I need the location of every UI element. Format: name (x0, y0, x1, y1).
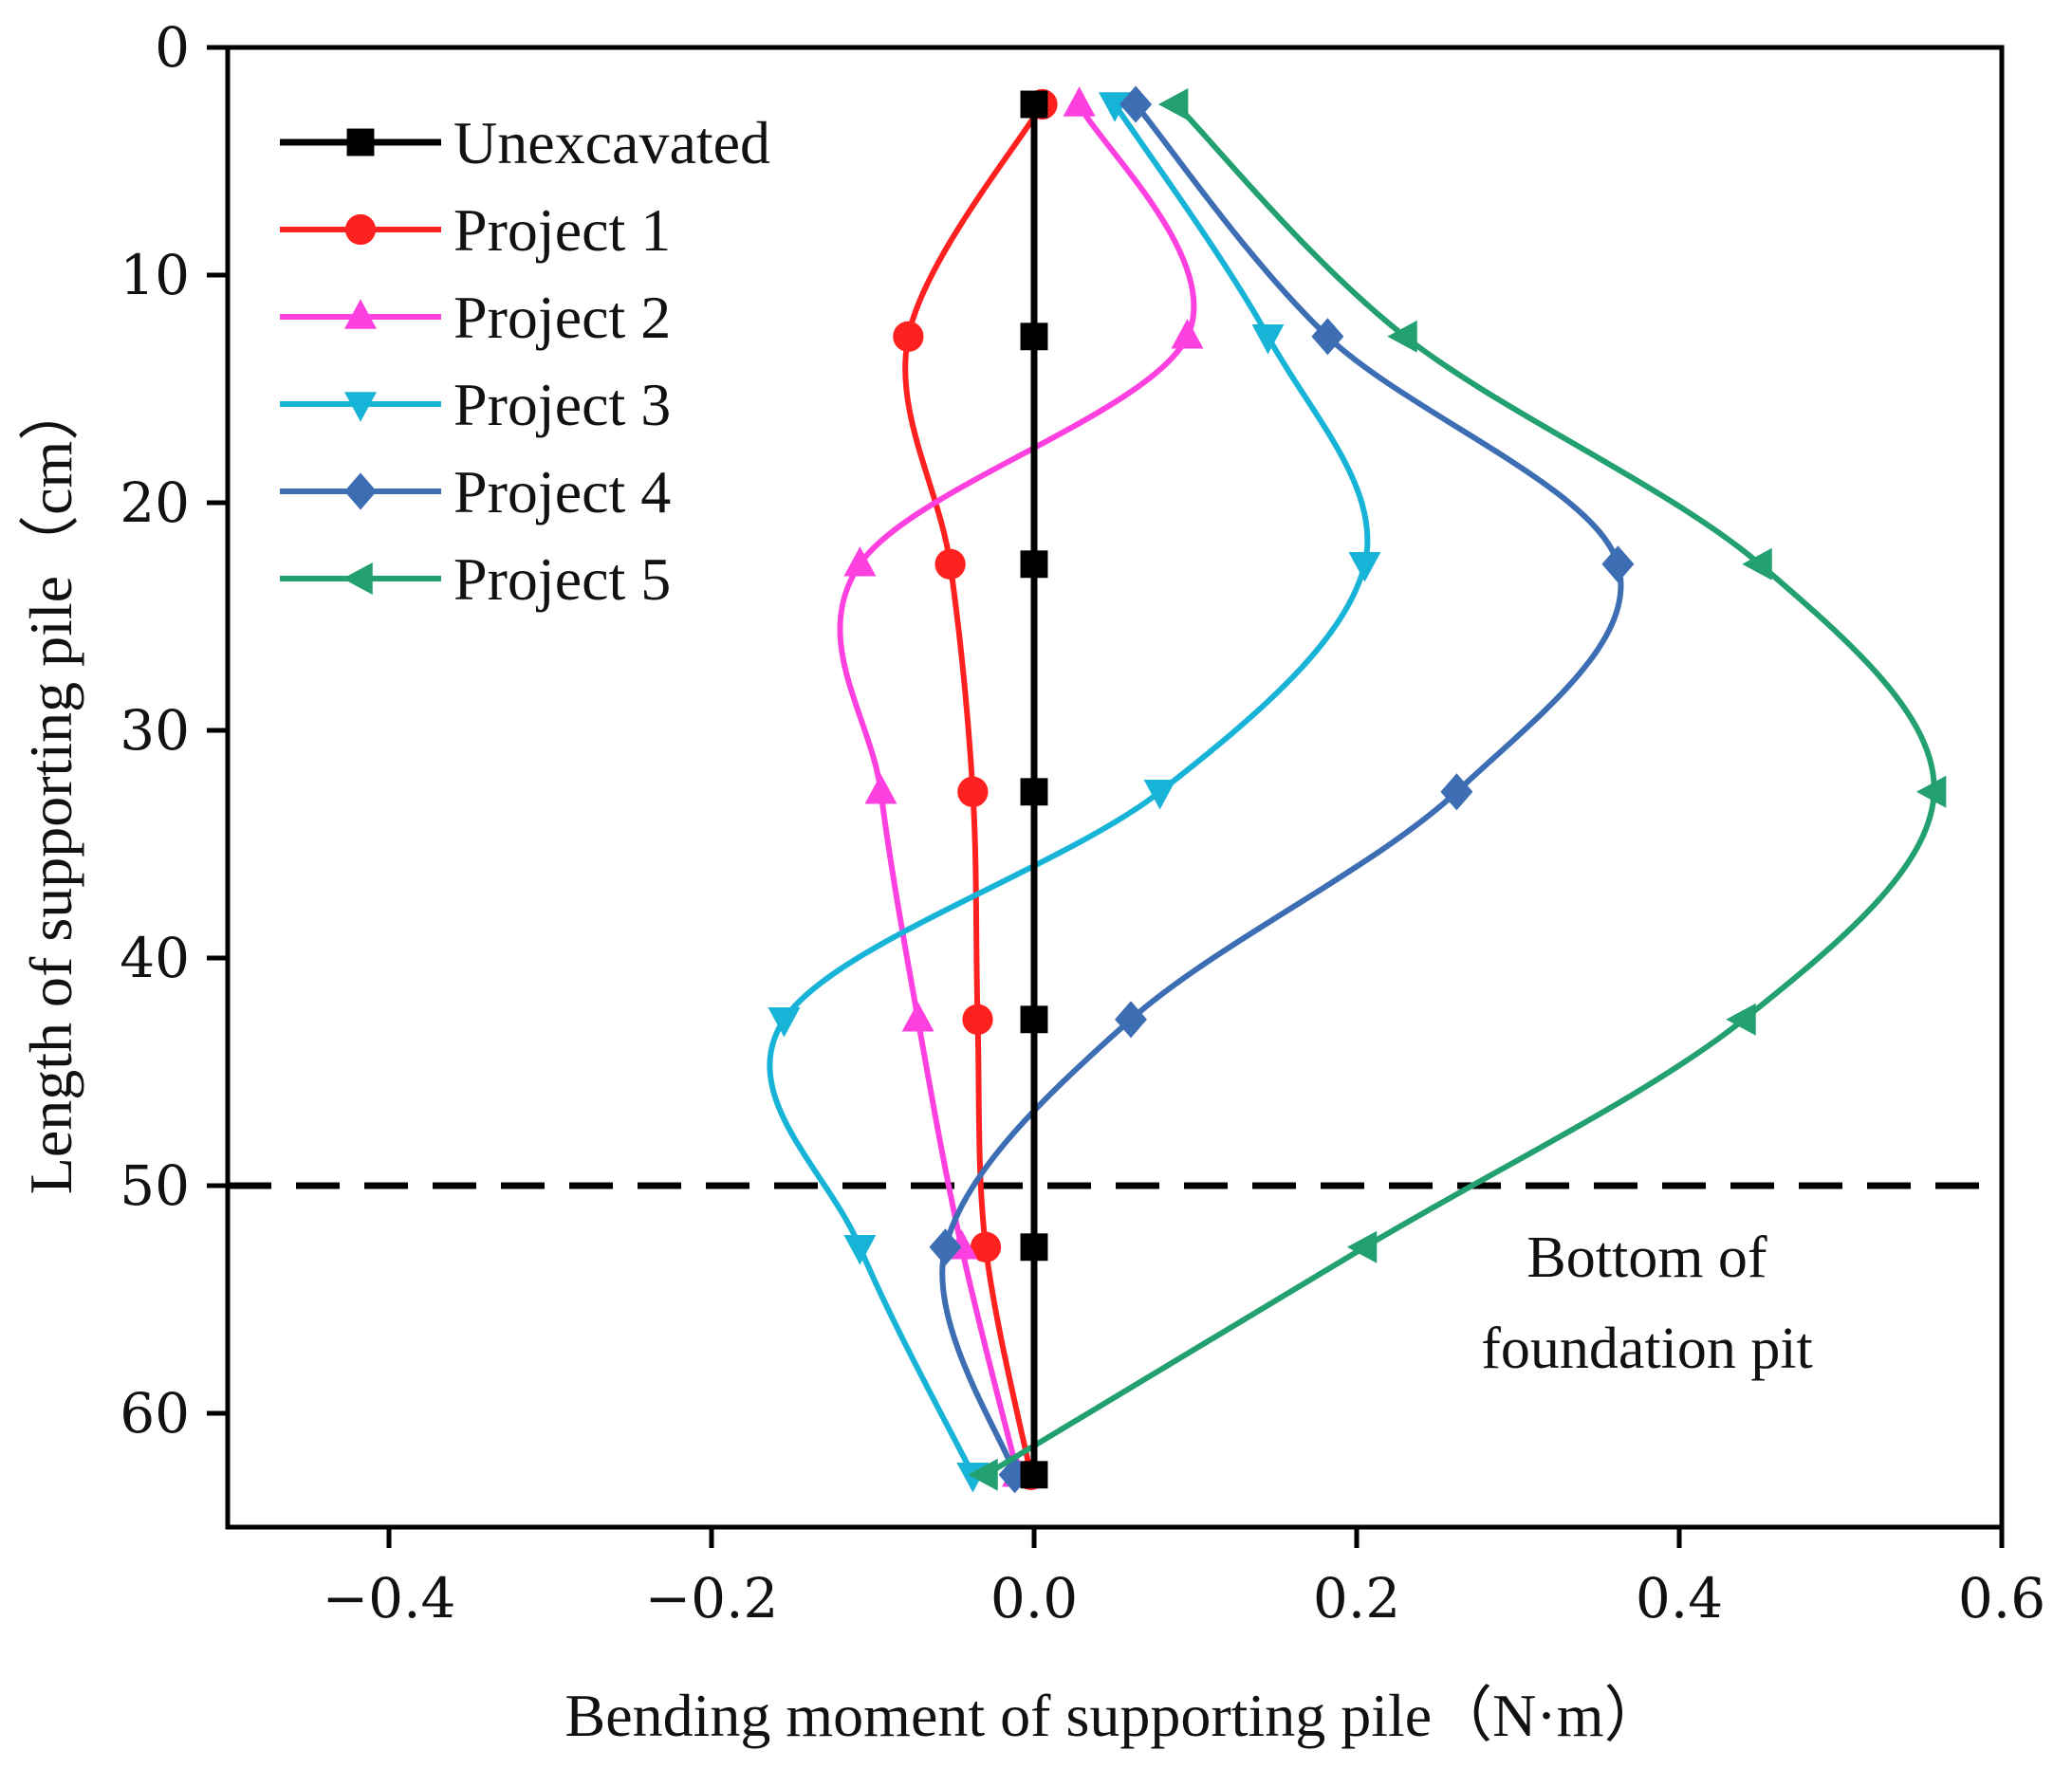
data-point-project-5 (1742, 547, 1772, 580)
data-point-unexcavated (1020, 550, 1048, 579)
data-point-project-3 (1251, 324, 1285, 355)
data-point-unexcavated (1020, 1233, 1048, 1262)
legend-marker-project-4 (344, 472, 377, 510)
x-tick-label: −0.2 (645, 1566, 779, 1631)
legend-marker-project-3 (344, 392, 377, 422)
legend-label-project-2: Project 2 (453, 284, 671, 351)
y-tick-label: 30 (120, 698, 190, 763)
legend-item-unexcavated: Unexcavated (280, 109, 770, 176)
data-point-project-5 (1726, 1003, 1756, 1036)
y-tick-label: 20 (120, 470, 190, 535)
data-point-project-5 (1387, 320, 1417, 353)
series-project-3 (767, 92, 1381, 1493)
data-point-project-4 (1601, 545, 1635, 583)
data-point-project-4 (929, 1228, 962, 1266)
data-point-project-2 (1171, 319, 1204, 349)
data-point-unexcavated (1020, 322, 1048, 351)
x-tick-label: 0.2 (1313, 1566, 1400, 1631)
data-point-project-5 (1915, 775, 1947, 808)
legend-item-project-5: Project 5 (280, 545, 671, 613)
legend-label-project-3: Project 3 (453, 371, 671, 438)
data-point-project-5 (1346, 1230, 1378, 1263)
data-point-project-5 (1157, 88, 1189, 120)
data-point-project-4 (1119, 85, 1153, 123)
annotation-text: foundation pit (1481, 1317, 1813, 1381)
y-axis-title: Length of supporting pile（cm） (17, 380, 84, 1195)
annotation-text: Bottom of (1526, 1225, 1767, 1290)
legend-item-project-4: Project 4 (280, 458, 671, 525)
y-tick-label: 10 (120, 243, 190, 307)
x-tick-label: 0.4 (1636, 1566, 1723, 1631)
series-project-1 (893, 88, 1058, 1490)
data-point-project-2 (901, 1002, 934, 1032)
plot-frame (225, 45, 2005, 1530)
legend-label-unexcavated: Unexcavated (453, 109, 770, 176)
legend-marker-project-5 (342, 562, 373, 595)
y-tick-label: 0 (155, 15, 190, 80)
legend-label-project-5: Project 5 (453, 545, 671, 613)
data-point-unexcavated (1020, 90, 1048, 119)
data-point-project-4 (1115, 1001, 1147, 1039)
data-point-project-1 (893, 321, 924, 352)
data-point-unexcavated (1020, 1461, 1048, 1489)
series-project-5 (968, 88, 1947, 1491)
data-point-unexcavated (1020, 1005, 1048, 1034)
data-point-project-3 (1143, 780, 1176, 810)
y-tick-label: 60 (120, 1381, 190, 1446)
data-point-project-1 (962, 1004, 993, 1035)
data-point-project-1 (957, 776, 989, 807)
data-point-project-5 (968, 1458, 998, 1491)
y-tick-label: 50 (120, 1153, 190, 1218)
legend-marker-project-2 (344, 299, 377, 329)
x-tick-label: −0.4 (323, 1566, 456, 1631)
series-project-4 (929, 85, 1635, 1494)
data-point-project-2 (1063, 86, 1096, 117)
legend-label-project-4: Project 4 (453, 458, 671, 525)
data-point-project-2 (843, 546, 877, 577)
data-point-project-3 (1348, 552, 1381, 582)
data-point-project-2 (864, 774, 897, 804)
legend-marker-project-1 (344, 213, 377, 246)
data-point-project-4 (1311, 318, 1344, 356)
data-point-project-4 (1440, 773, 1473, 811)
legend-item-project-1: Project 1 (280, 196, 671, 264)
legend-marker-unexcavated (346, 128, 375, 157)
legend-item-project-2: Project 2 (280, 284, 671, 351)
data-point-project-3 (768, 1007, 801, 1038)
data-point-unexcavated (1020, 778, 1048, 806)
data-point-project-3 (1099, 92, 1131, 122)
legend-label-project-1: Project 1 (453, 196, 671, 264)
series-unexcavated (1020, 90, 1048, 1489)
legend-item-project-3: Project 3 (280, 371, 671, 438)
x-axis-title: Bending moment of supporting pile（N·m） (565, 1682, 1665, 1749)
y-tick-label: 40 (120, 926, 190, 990)
x-tick-label: 0.0 (990, 1566, 1078, 1631)
data-point-project-3 (843, 1235, 877, 1265)
x-tick-label: 0.6 (1958, 1566, 2045, 1631)
data-point-project-1 (934, 548, 966, 580)
data-point-project-1 (970, 1231, 1002, 1262)
